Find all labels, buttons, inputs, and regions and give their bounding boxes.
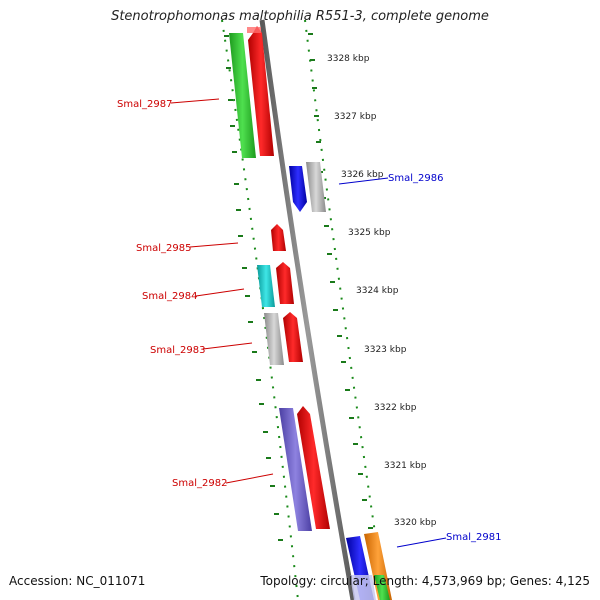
gene-label-smal-2987[interactable]: Smal_2987 bbox=[117, 99, 172, 110]
kbp-label: 3327 kbp bbox=[334, 112, 377, 122]
kbp-label: 3323 kbp bbox=[364, 345, 407, 355]
cog-bar-green bbox=[374, 575, 390, 600]
kbp-label: 3326 kbp bbox=[341, 170, 384, 180]
gene-smal-2987[interactable] bbox=[229, 26, 274, 158]
gene-smal-2983[interactable] bbox=[264, 312, 303, 365]
gene-smal-2981[interactable] bbox=[346, 532, 392, 600]
gene-leader-line bbox=[170, 98, 220, 104]
kbp-scale-labels: 3328 kbp 3327 kbp 3326 kbp 3325 kbp 3324… bbox=[327, 54, 437, 528]
cog-bar-purple bbox=[279, 408, 312, 531]
kbp-label: 3325 kbp bbox=[348, 228, 391, 238]
gene-label-smal-2982[interactable]: Smal_2982 bbox=[172, 478, 227, 489]
gene-label-smal-2984[interactable]: Smal_2984 bbox=[142, 291, 197, 302]
kbp-label: 3320 kbp bbox=[394, 518, 437, 528]
gene-label-smal-2981[interactable]: Smal_2981 bbox=[446, 532, 501, 543]
gene-arrow-red bbox=[283, 312, 303, 362]
right-tick-marks bbox=[308, 33, 373, 529]
genome-summary-text: Topology: circular; Length: 4,573,969 bp… bbox=[260, 574, 590, 588]
kbp-label: 3328 kbp bbox=[327, 54, 370, 64]
cog-bar-lavender bbox=[350, 575, 376, 600]
gene-label-smal-2985[interactable]: Smal_2985 bbox=[136, 243, 191, 254]
accession-text: Accession: NC_011071 bbox=[9, 574, 146, 588]
left-guide-dotted-line bbox=[221, 19, 299, 600]
left-tick-marks bbox=[224, 35, 283, 541]
cog-bar-cyan bbox=[257, 265, 275, 307]
gene-leader-line bbox=[202, 342, 253, 350]
cog-bar-gray bbox=[264, 313, 284, 365]
genome-backbone bbox=[259, 19, 356, 600]
cog-bar-green bbox=[229, 33, 256, 158]
gene-arrow-red bbox=[271, 224, 286, 251]
gene-leader-line bbox=[396, 537, 447, 548]
gene-leader-line bbox=[189, 242, 239, 248]
gene-leader-line bbox=[195, 288, 245, 297]
gene-smal-2982[interactable] bbox=[279, 406, 330, 531]
gene-leader-line bbox=[338, 177, 389, 185]
gene-arrow-red-top bbox=[247, 27, 261, 33]
gene-smal-2985[interactable] bbox=[271, 224, 286, 251]
right-guide-dotted-line bbox=[304, 19, 386, 600]
gene-leader-line bbox=[225, 473, 274, 484]
gene-smal-2984[interactable] bbox=[257, 262, 294, 307]
kbp-label: 3322 kbp bbox=[374, 403, 417, 413]
gene-arrow-red bbox=[297, 406, 330, 529]
kbp-label: 3324 kbp bbox=[356, 286, 399, 296]
map-title: Stenotrophomonas maltophilia R551-3, com… bbox=[111, 9, 489, 24]
gene-arrow-red bbox=[276, 262, 294, 304]
gene-smal-2986[interactable] bbox=[289, 162, 326, 212]
kbp-label: 3321 kbp bbox=[384, 461, 427, 471]
gene-label-smal-2986[interactable]: Smal_2986 bbox=[388, 173, 443, 184]
gene-label-smal-2983[interactable]: Smal_2983 bbox=[150, 345, 205, 356]
gene-arrow-red bbox=[248, 26, 274, 156]
gene-arrow-blue bbox=[289, 166, 307, 212]
cog-bar-gray bbox=[306, 162, 326, 212]
